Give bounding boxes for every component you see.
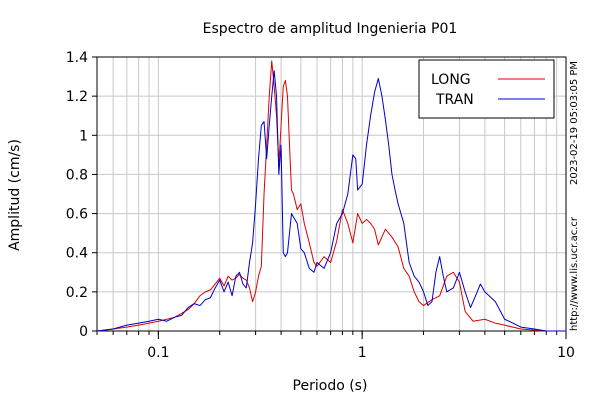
x-axis-label: Periodo (s): [293, 378, 368, 394]
y-tick-label: 0.2: [66, 285, 88, 301]
legend: LONG TRAN: [418, 59, 555, 119]
timestamp-note: 2023-02-19 05:03:05 PM: [569, 60, 580, 185]
legend-box: [418, 59, 555, 119]
x-axis-ticks: 0.1 1 10: [96, 331, 575, 361]
y-tick-label: 1: [79, 128, 88, 144]
series-layer: [96, 60, 566, 332]
series-line-tran: [96, 70, 566, 332]
y-axis-ticks: 0 0.2 0.4 0.6 0.8 1 1.2 1.4: [66, 50, 97, 340]
y-tick-label: 0: [79, 324, 88, 340]
x-tick-label: 1: [358, 345, 367, 361]
y-tick-label: 0.6: [66, 207, 88, 223]
x-tick-label: 0.1: [147, 345, 169, 361]
legend-label-tran: TRAN: [435, 92, 474, 108]
y-axis-label: Amplitud (cm/s): [7, 139, 23, 251]
series-line-long: [96, 60, 566, 332]
y-tick-label: 0.4: [66, 246, 88, 262]
plot-frame: [96, 56, 567, 332]
y-tick-label: 0.8: [66, 167, 88, 183]
chart-title: Espectro de amplitud Ingenieria P01: [203, 21, 458, 37]
website-note: http://www.lis.ucr.ac.cr: [569, 217, 580, 331]
y-tick-label: 1.2: [66, 89, 88, 105]
legend-label-long: LONG: [431, 72, 471, 88]
x-tick-label: 10: [557, 345, 575, 361]
y-tick-label: 1.4: [66, 50, 88, 66]
